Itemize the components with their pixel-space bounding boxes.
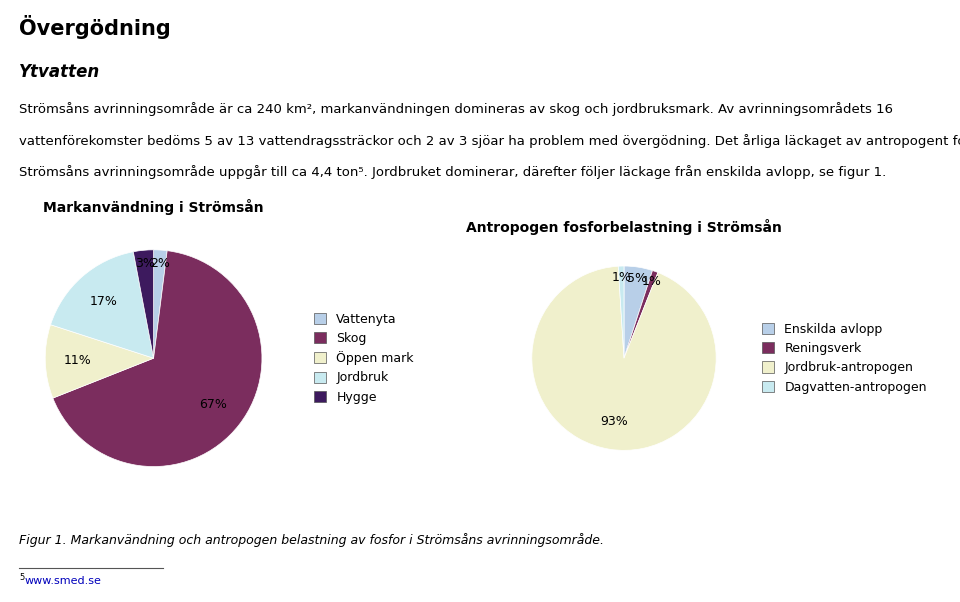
Text: Övergödning: Övergödning bbox=[19, 15, 171, 39]
Text: 5: 5 bbox=[19, 573, 24, 582]
Text: 1%: 1% bbox=[641, 275, 661, 288]
Wedge shape bbox=[618, 266, 624, 358]
Text: Ytvatten: Ytvatten bbox=[19, 63, 101, 81]
Text: 67%: 67% bbox=[200, 398, 228, 411]
Wedge shape bbox=[53, 250, 262, 467]
Wedge shape bbox=[624, 270, 658, 358]
Text: 2%: 2% bbox=[150, 256, 170, 270]
Text: 93%: 93% bbox=[600, 415, 628, 429]
Wedge shape bbox=[154, 250, 167, 358]
Title: Markanvändning i Strömsån: Markanvändning i Strömsån bbox=[43, 199, 264, 215]
Text: vattenförekomster bedöms 5 av 13 vattendragssträckor och 2 av 3 sjöar ha problem: vattenförekomster bedöms 5 av 13 vattend… bbox=[19, 134, 960, 147]
Text: Figur 1. Markanvändning och antropogen belastning av fosfor i Strömsåns avrinnin: Figur 1. Markanvändning och antropogen b… bbox=[19, 533, 604, 547]
Text: 3%: 3% bbox=[134, 257, 155, 270]
Text: 5%: 5% bbox=[627, 272, 647, 285]
Wedge shape bbox=[45, 324, 154, 398]
Text: 17%: 17% bbox=[89, 295, 117, 308]
Wedge shape bbox=[532, 266, 716, 450]
Text: Strömsåns avrinningsområde uppgår till ca 4,4 ton⁵. Jordbruket dominerar, däreft: Strömsåns avrinningsområde uppgår till c… bbox=[19, 165, 886, 179]
Wedge shape bbox=[624, 266, 653, 358]
Text: 1%: 1% bbox=[612, 271, 632, 284]
Text: 11%: 11% bbox=[64, 354, 91, 367]
Wedge shape bbox=[133, 250, 154, 358]
Legend: Enskilda avlopp, Reningsverk, Jordbruk-antropogen, Dagvatten-antropogen: Enskilda avlopp, Reningsverk, Jordbruk-a… bbox=[757, 318, 932, 399]
Legend: Vattenyta, Skog, Öppen mark, Jordbruk, Hygge: Vattenyta, Skog, Öppen mark, Jordbruk, H… bbox=[309, 308, 419, 409]
Title: Antropogen fosforbelastning i Strömsån: Antropogen fosforbelastning i Strömsån bbox=[466, 219, 782, 235]
Text: www.smed.se: www.smed.se bbox=[25, 576, 102, 586]
Text: Strömsåns avrinningsområde är ca 240 km², markanvändningen domineras av skog och: Strömsåns avrinningsområde är ca 240 km²… bbox=[19, 102, 893, 116]
Wedge shape bbox=[51, 252, 154, 358]
